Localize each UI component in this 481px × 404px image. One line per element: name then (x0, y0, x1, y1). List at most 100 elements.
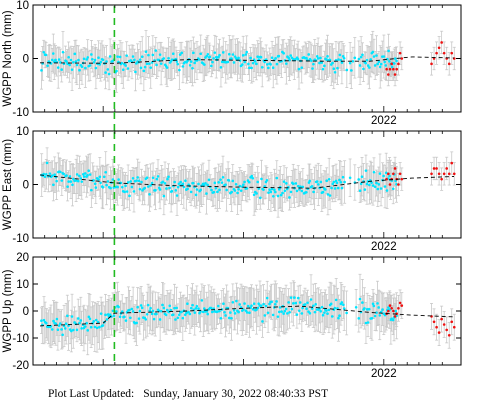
data-point (382, 174, 385, 178)
data-point (348, 61, 352, 65)
data-point (186, 302, 189, 305)
data-point (107, 72, 111, 76)
data-point (252, 193, 256, 197)
data-point (183, 313, 187, 317)
recent-point (392, 67, 395, 71)
data-point (301, 185, 305, 189)
data-point (189, 190, 193, 194)
data-point (80, 180, 84, 183)
recent-point (393, 73, 397, 76)
data-point (255, 308, 258, 311)
data-point (282, 52, 286, 55)
data-point (343, 180, 346, 184)
data-point (60, 68, 63, 71)
data-point (277, 188, 281, 191)
data-point (93, 325, 97, 329)
data-point (327, 308, 331, 312)
recent-point (450, 51, 454, 55)
data-point (137, 179, 141, 183)
recent-point (390, 62, 393, 66)
data-point (242, 308, 245, 311)
data-point (186, 187, 189, 191)
data-point (204, 182, 207, 185)
data-point (42, 318, 46, 322)
footer-label: Plot Last Updated: (48, 388, 135, 400)
recent-point (400, 177, 404, 181)
data-point (235, 299, 238, 303)
data-point (345, 311, 348, 315)
data-point (205, 192, 208, 195)
data-point (55, 317, 59, 321)
data-point (206, 52, 210, 56)
data-point (375, 311, 378, 314)
data-point (130, 307, 134, 311)
data-point (61, 333, 64, 337)
data-point (93, 58, 97, 62)
data-point (217, 55, 220, 59)
data-point (143, 65, 147, 69)
data-point (150, 61, 154, 64)
data-point (214, 55, 218, 59)
data-point (123, 315, 126, 319)
data-point (101, 324, 105, 327)
data-point (319, 180, 323, 184)
data-point (194, 307, 198, 310)
data-point (53, 173, 57, 177)
recent-point (442, 51, 446, 55)
data-point (376, 187, 380, 191)
data-point (151, 176, 155, 180)
data-point (369, 58, 373, 61)
data-point (84, 66, 87, 70)
data-point (233, 189, 237, 192)
data-point (313, 310, 317, 314)
data-point (126, 181, 130, 184)
data-point (290, 307, 294, 311)
data-point (159, 309, 163, 313)
data-point (188, 64, 192, 67)
data-point (75, 328, 79, 332)
data-point (253, 59, 257, 63)
data-point (236, 191, 239, 195)
data-point (296, 296, 300, 300)
data-point (366, 321, 370, 324)
data-point (277, 310, 281, 314)
data-point (229, 311, 232, 314)
y-axis-label: WGPP East (mm) (2, 139, 14, 230)
data-point (246, 304, 250, 308)
recent-point (450, 320, 454, 324)
data-point (294, 58, 297, 61)
data-point (80, 65, 84, 69)
data-point (137, 317, 141, 320)
y-tick-label: -20 (12, 360, 29, 372)
data-point (233, 312, 237, 315)
data-point (162, 57, 166, 60)
data-point (338, 178, 341, 182)
data-point (60, 179, 64, 182)
data-point (213, 51, 217, 54)
data-point (259, 55, 263, 59)
data-point (223, 310, 226, 314)
data-point (125, 190, 129, 193)
data-point (298, 188, 301, 191)
data-point (281, 191, 284, 195)
data-point (337, 316, 340, 320)
data-point (101, 58, 105, 62)
data-point (368, 183, 371, 187)
data-point (392, 62, 396, 65)
data-point (216, 190, 219, 194)
data-point (112, 314, 116, 318)
data-point (279, 193, 283, 197)
data-point (90, 53, 93, 56)
data-point (384, 171, 388, 175)
data-point (97, 56, 100, 59)
data-point (213, 181, 217, 185)
data-point (106, 313, 110, 316)
recent-point (397, 183, 400, 186)
data-point (57, 324, 61, 327)
data-point (50, 328, 54, 331)
data-point (230, 316, 233, 320)
data-point (234, 182, 238, 186)
data-point (40, 319, 43, 323)
data-point (278, 306, 282, 309)
data-point (363, 188, 367, 191)
